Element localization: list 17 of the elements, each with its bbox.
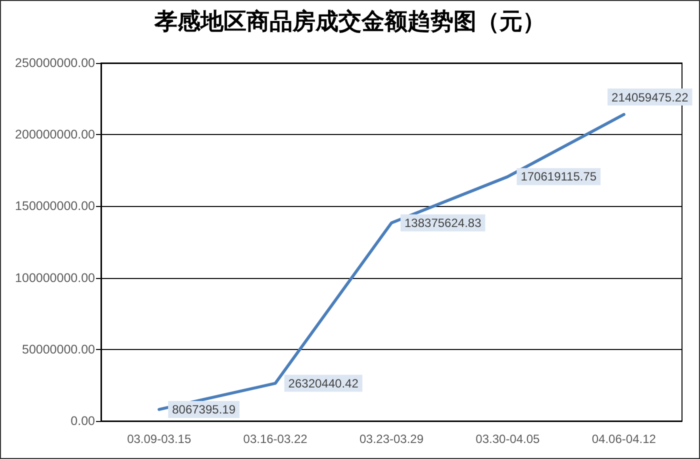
y-tick-label: 250000000.00 (15, 56, 96, 70)
y-tick-label: 100000000.00 (15, 270, 96, 285)
y-tick-label: 0.00 (70, 414, 96, 428)
data-label: 26320440.42 (288, 376, 359, 390)
x-tick-label: 03.23-03.29 (359, 432, 424, 446)
data-label: 8067395.19 (172, 402, 236, 416)
y-tick-label: 50000000.00 (22, 342, 96, 356)
y-tick-label: 150000000.00 (15, 199, 96, 214)
data-label: 138375624.83 (404, 216, 482, 230)
x-tick-label: 04.06-04.12 (592, 432, 656, 446)
chart-title: 孝感地区商品房成交金额趋势图（元） (154, 8, 546, 34)
data-label: 170619115.75 (520, 170, 597, 184)
data-label: 214059475.22 (612, 90, 689, 104)
y-tick-label: 200000000.00 (15, 128, 96, 142)
x-tick-label: 03.09-03.15 (127, 432, 192, 446)
x-tick-label: 03.30-04.05 (476, 432, 540, 446)
x-tick-label: 03.16-03.22 (243, 432, 308, 446)
